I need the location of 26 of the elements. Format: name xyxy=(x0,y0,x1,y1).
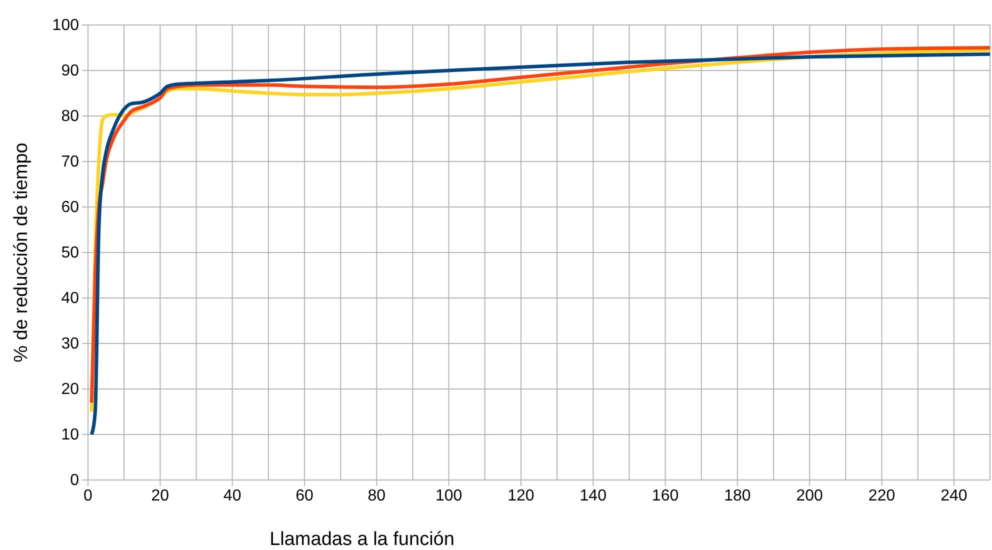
x-tick-label: 80 xyxy=(368,487,386,504)
y-tick-label: 20 xyxy=(61,381,80,398)
y-tick-label: 60 xyxy=(61,199,80,216)
y-tick-label: 70 xyxy=(61,154,80,171)
x-tick-label: 40 xyxy=(223,487,242,504)
x-tick-label: 0 xyxy=(84,487,93,504)
x-tick-label: 100 xyxy=(435,487,462,504)
x-tick-label: 160 xyxy=(652,487,679,504)
y-tick-label: 40 xyxy=(61,290,80,308)
x-tick-label: 240 xyxy=(940,487,968,504)
y-axis-title: % de reducción de tiempo xyxy=(11,142,32,362)
x-axis-title: Llamadas a la función xyxy=(270,529,454,550)
y-tick-label: 10 xyxy=(61,426,80,444)
y-tick-label: 50 xyxy=(61,244,80,262)
x-tick-label: 60 xyxy=(296,487,314,504)
y-tick-label: 100 xyxy=(52,17,80,34)
x-tick-label: 120 xyxy=(508,487,534,504)
y-tick-label: 30 xyxy=(61,336,80,353)
y-tick-label: 90 xyxy=(61,62,80,80)
y-tick-label: 80 xyxy=(61,108,80,126)
y-tick-label: 0 xyxy=(70,472,80,490)
x-tick-label: 20 xyxy=(151,487,170,504)
x-tick-label: 200 xyxy=(796,487,824,504)
x-tick-label: 140 xyxy=(580,487,607,504)
x-tick-label: 220 xyxy=(868,487,896,504)
x-tick-label: 180 xyxy=(724,487,751,504)
